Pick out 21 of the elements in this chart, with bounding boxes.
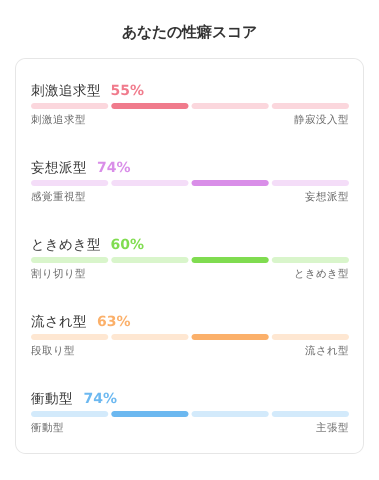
category-label: 刺激追求型: [31, 114, 86, 126]
category-label: 衝動型: [31, 422, 64, 434]
category-label: 妄想派型: [31, 159, 87, 176]
text: あなたの性癖スコア: [122, 23, 257, 41]
category-label: 衝動型: [31, 391, 73, 407]
category-label: 流され型: [31, 314, 87, 330]
data-label: 74%: [84, 391, 118, 407]
data-label: 74%: [97, 160, 131, 176]
category-label: ときめき型: [294, 268, 349, 280]
category-label: 感覚重視型: [31, 191, 86, 203]
category-label: 刺激追求型: [31, 83, 101, 99]
data-label: 63%: [97, 314, 131, 330]
category-label: 割り切り型: [31, 268, 86, 280]
category-label: 静寂没入型: [294, 114, 349, 126]
data-label: 60%: [110, 237, 144, 253]
category-label: 流され型: [305, 345, 349, 357]
category-label: 段取り型: [31, 345, 75, 357]
category-label: 主張型: [316, 422, 349, 434]
category-label: ときめき型: [31, 237, 101, 253]
data-label: 55%: [110, 83, 144, 99]
category-label: 妄想派型: [305, 191, 349, 203]
